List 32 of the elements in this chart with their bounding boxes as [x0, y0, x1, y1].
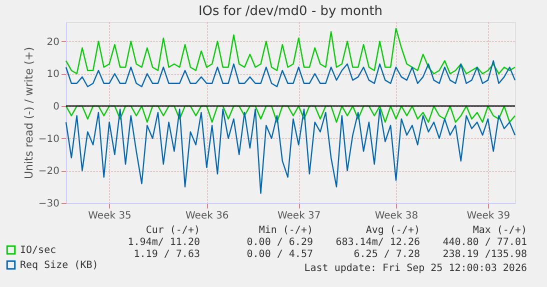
text: 0.00 / 4.57 [246, 249, 313, 260]
text: 1.94m/ 11.20 [128, 237, 200, 248]
line-series [65, 105, 516, 123]
legend-label: Req Size (KB) [20, 260, 98, 271]
text: 440.80 / 77.01 [442, 237, 527, 248]
line-series [65, 28, 516, 74]
y-axis-title: Units read (-) / write (+) [22, 46, 36, 180]
x-tick-label: Week 38 [374, 210, 418, 222]
y-tick-label: −20 [38, 166, 60, 178]
text: 238.19 /135.98 [442, 249, 527, 260]
chart-title: IOs for /dev/md0 - by month [198, 4, 383, 19]
text: Cur (-/+) [146, 225, 200, 236]
text: Max (-/+) [472, 225, 527, 236]
text: 1.19 / 7.63 [134, 249, 200, 260]
text: Min (-/+) [258, 225, 313, 236]
text: 0.00 / 6.29 [246, 237, 313, 248]
line-series [65, 108, 516, 194]
y-tick-label: −10 [38, 134, 60, 145]
y-tick-label: 20 [46, 36, 60, 48]
text: Last update: Fri Sep 25 12:00:03 2026 [304, 263, 527, 274]
y-tick-label: −30 [38, 198, 60, 210]
x-tick-label: Week 37 [277, 210, 321, 222]
x-tick-label: Week 39 [466, 210, 510, 222]
text: Avg (-/+) [366, 225, 420, 236]
text: 6.25 / 7.28 [354, 249, 420, 260]
line-series [65, 60, 516, 88]
legend-label: IO/sec [20, 245, 56, 256]
y-tick-label: 10 [46, 69, 60, 80]
y-tick-label: 0 [53, 102, 60, 113]
x-tick-label: Week 36 [185, 210, 229, 222]
x-tick-label: Week 35 [88, 210, 132, 222]
text: 683.14m/ 12.26 [336, 237, 420, 248]
